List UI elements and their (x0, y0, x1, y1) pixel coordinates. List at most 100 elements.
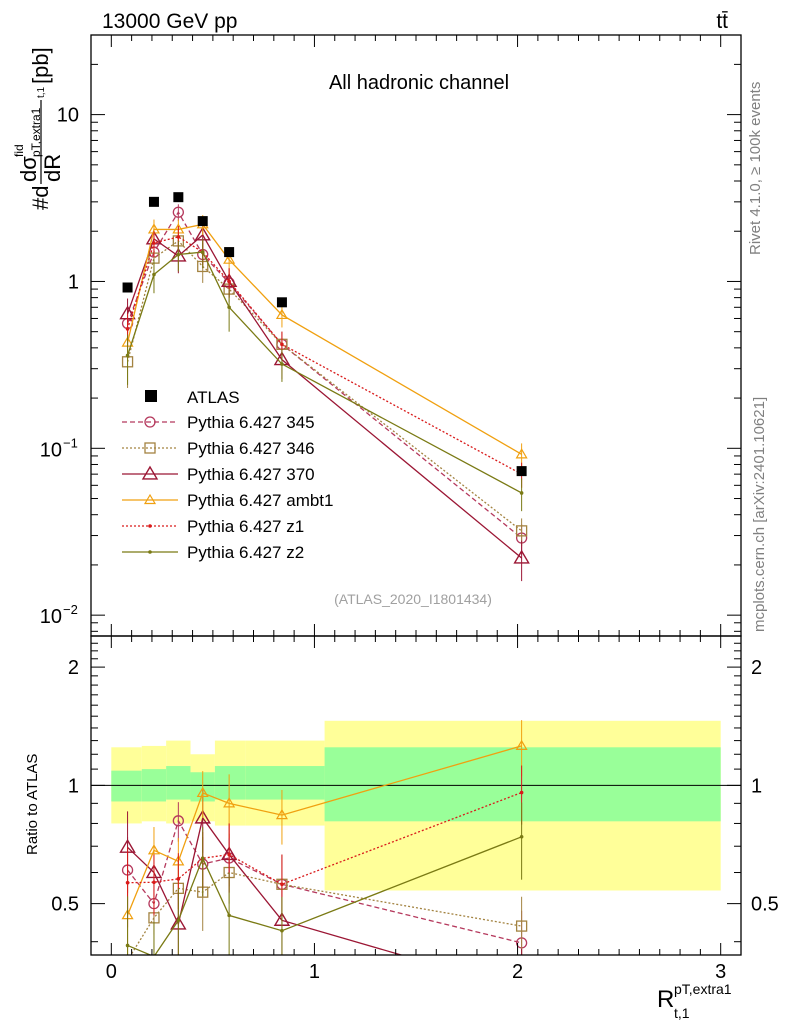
series-marker (147, 844, 161, 855)
series-marker (152, 880, 156, 885)
y-label-sup: fid (12, 144, 26, 157)
legend-label: Pythia 6.427 346 (187, 439, 315, 458)
main-panel-series (119, 192, 530, 582)
series-marker (121, 954, 134, 955)
legend-data-marker (145, 390, 157, 402)
data-point (148, 196, 159, 207)
series-marker (280, 362, 284, 366)
energy-label: 13000 GeV pp (102, 10, 237, 33)
series-marker (144, 442, 156, 454)
series-marker (515, 739, 528, 750)
series-marker (515, 920, 528, 932)
legend-item: Pythia 6.427 z2 (122, 543, 304, 562)
series-marker (519, 491, 524, 495)
y-tick-label: 10 (40, 439, 62, 461)
series-marker (194, 809, 211, 824)
y-tick-label: 10 (40, 606, 62, 628)
ratio-y-tick-label-right: 0.5 (751, 894, 779, 916)
series-marker (172, 206, 184, 218)
series-marker (280, 928, 284, 933)
series-marker (143, 493, 157, 505)
series-marker (152, 241, 156, 245)
legend-data-label: ATLAS (187, 388, 240, 407)
ratio-band-inner (245, 766, 325, 800)
legend: ATLAS Pythia 6.427 345 Pythia 6.427 346 Pyt… (122, 388, 333, 562)
series-marker (141, 465, 159, 480)
y-tick-exponent: −2 (63, 602, 78, 617)
series-marker (223, 797, 236, 808)
legend-label: Pythia 6.427 ambt1 (187, 491, 333, 510)
series-marker (515, 525, 528, 537)
x-label-sub: t,1 (674, 1005, 690, 1021)
data-point (122, 282, 133, 293)
legend-item: Pythia 6.427 345 (122, 413, 315, 432)
y-label-sub2: t,1 (36, 86, 47, 98)
rivet-label: Rivet 4.1.0, ≥ 100k events (747, 82, 764, 255)
series-line (126, 240, 523, 532)
ratio-y-tick-label-right: 2 (751, 657, 762, 679)
y-label-prefix: #d (28, 186, 53, 210)
series-marker (125, 353, 130, 358)
series-marker (515, 983, 529, 995)
process-label: tt̄ (716, 10, 728, 33)
series-marker (125, 943, 130, 948)
series-marker (152, 272, 156, 277)
ratio-y-label: Ratio to ATLAS (24, 754, 41, 855)
y-label-numerator: dσ (16, 156, 41, 182)
series-marker (176, 252, 181, 257)
data-point (224, 247, 235, 258)
x-tick-label: 1 (309, 961, 320, 983)
y-tick-label: 1 (68, 271, 79, 293)
legend-item-data: ATLAS (145, 388, 240, 407)
data-point (197, 216, 208, 227)
y-label-sub: pT,extra1 (29, 107, 43, 157)
series-marker (200, 250, 205, 254)
series-marker (172, 815, 184, 827)
data-point (276, 297, 287, 308)
ratio-y-tick-label: 1 (68, 775, 79, 797)
data-point (516, 466, 527, 477)
series-marker (227, 279, 231, 284)
series-marker (176, 235, 181, 239)
series-marker (280, 882, 284, 887)
series-line (126, 210, 523, 539)
legend-item: Pythia 6.427 ambt1 (122, 491, 333, 510)
ratio-y-tick-label: 2 (68, 657, 79, 679)
y-label-denominator: dR (40, 154, 65, 182)
series-marker (148, 524, 152, 528)
series-marker (200, 856, 205, 861)
ratio-band-inner (166, 766, 191, 800)
y-tick-exponent: −1 (63, 435, 78, 450)
x-label-sup: pT,extra1 (674, 981, 732, 997)
source-label: mcplots.cern.ch [arXiv:2401.10621] (751, 397, 768, 632)
series-marker (513, 549, 530, 564)
ratio-panel-series (119, 720, 529, 995)
y-axis-label: #d dσ fid pT,extra1 t,1 dR [pb] (12, 47, 65, 210)
analysis-id: (ATLAS_2020_I1801434) (334, 591, 492, 607)
series-marker (176, 918, 181, 923)
ratio-band-inner (324, 747, 721, 822)
legend-label: Pythia 6.427 z2 (187, 543, 304, 562)
ratio-y-tick-label-right: 1 (751, 775, 762, 797)
x-axis-label: R pT,extra1 t,1 (657, 981, 732, 1021)
x-tick-label: 0 (106, 961, 117, 983)
series-marker (125, 880, 130, 885)
series-marker (275, 308, 288, 320)
legend-label: Pythia 6.427 z1 (187, 517, 304, 536)
series-marker (176, 877, 181, 881)
legend-label: Pythia 6.427 370 (187, 465, 315, 484)
series-marker (227, 913, 231, 918)
data-point (173, 192, 184, 203)
x-label-base: R (657, 986, 674, 1013)
ratio-band-inner (111, 770, 142, 802)
series-marker (515, 448, 528, 459)
legend-label: Pythia 6.427 345 (187, 413, 315, 432)
series-marker (223, 253, 236, 264)
ratio-y-tick-label: 0.5 (51, 894, 79, 916)
series-marker (196, 786, 209, 798)
series-marker (125, 327, 130, 331)
x-tick-label: 2 (512, 961, 523, 983)
series-marker (275, 808, 288, 820)
